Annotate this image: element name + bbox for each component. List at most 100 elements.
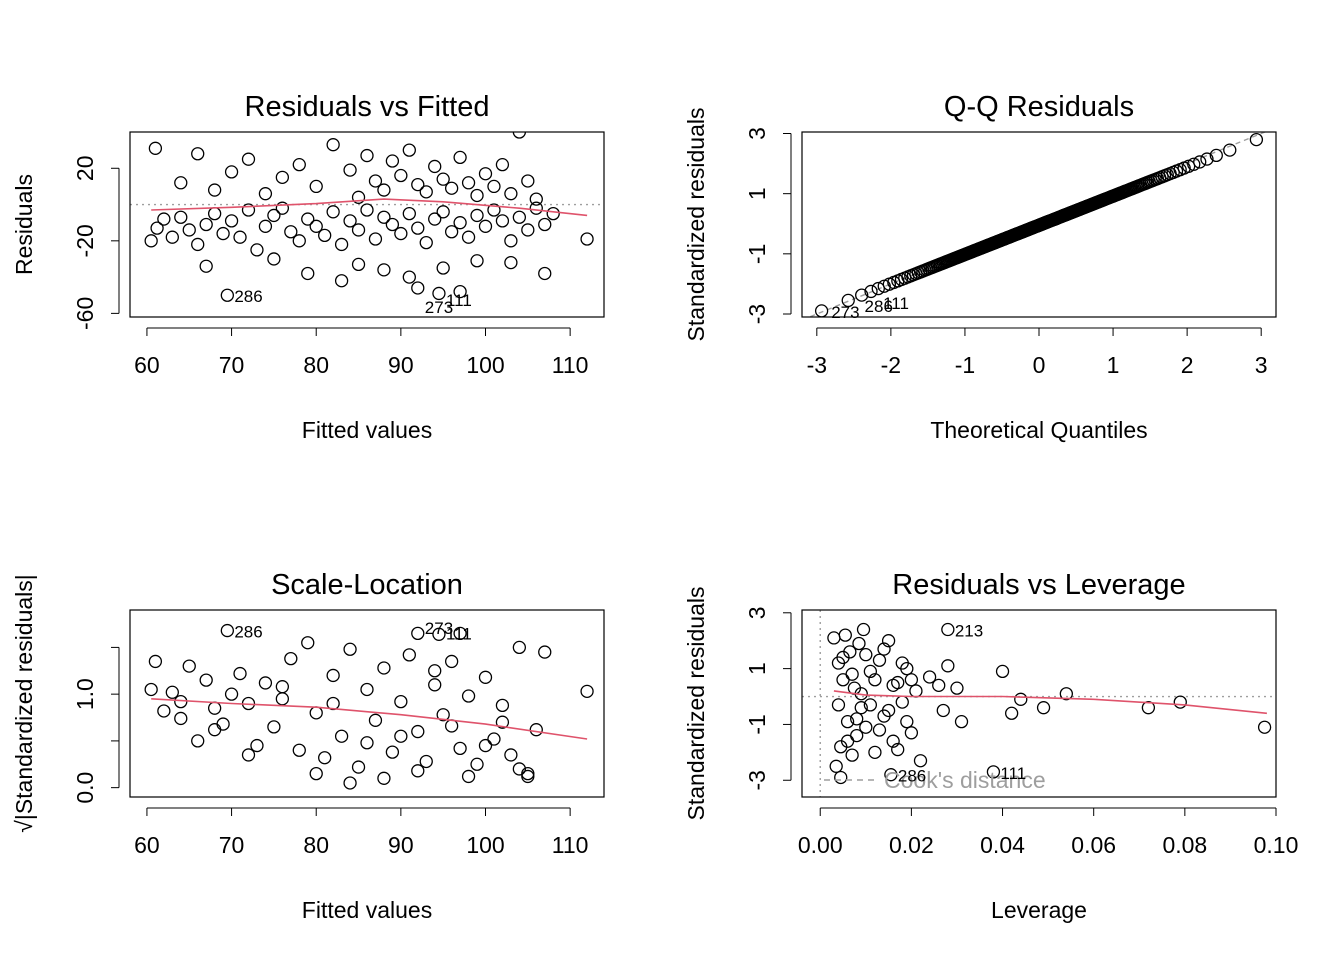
- data-point: [199, 673, 213, 687]
- data-point: [504, 748, 518, 762]
- panel-1: Residuals vs Fitted Fitted values Residual…: [11, 91, 605, 443]
- data-point: [487, 203, 501, 217]
- x-tick-label: 1: [1107, 352, 1120, 378]
- y-tick-label: -1: [744, 244, 770, 264]
- data-point: [1059, 687, 1073, 701]
- data-point: [1173, 695, 1187, 709]
- x-tick-label: 110: [552, 352, 589, 378]
- data-point: [529, 201, 543, 215]
- panel-3: Scale-Location Fitted values √|Standardize…: [11, 569, 605, 923]
- data-point: [436, 708, 450, 722]
- data-point: [884, 768, 898, 782]
- data-point: [150, 221, 164, 235]
- data-point: [385, 154, 400, 168]
- x-tick-label: 80: [303, 352, 329, 378]
- data-point: [580, 684, 594, 698]
- x-axis-label: Theoretical Quantiles: [930, 417, 1147, 443]
- data-point: [1187, 157, 1201, 171]
- data-point: [529, 723, 543, 737]
- data-point: [309, 179, 323, 194]
- data-point: [326, 205, 340, 219]
- data-point: [220, 288, 234, 302]
- x-tick-label: 70: [219, 832, 245, 858]
- y-tick-label: 1: [744, 662, 770, 675]
- data-point: [461, 769, 476, 784]
- data-point: [207, 723, 222, 737]
- y-axis-label: Standardized residuals: [683, 587, 709, 821]
- data-point: [495, 715, 510, 729]
- data-point: [840, 714, 855, 729]
- point-label: 286: [234, 287, 262, 306]
- point-label: 273: [425, 298, 453, 317]
- data-point: [904, 726, 919, 740]
- data-point: [521, 769, 535, 784]
- plot-frame: [801, 609, 1277, 798]
- data-point: [470, 208, 484, 223]
- data-point: [428, 159, 442, 174]
- data-point: [868, 745, 882, 759]
- data-point: [1005, 706, 1019, 720]
- x-tick-label: 0.00: [798, 832, 843, 858]
- data-point: [292, 743, 306, 757]
- data-point: [470, 757, 484, 771]
- data-point: [258, 676, 273, 690]
- data-point: [950, 681, 964, 695]
- data-point: [394, 168, 408, 183]
- data-point: [895, 656, 909, 670]
- data-point: [368, 713, 383, 727]
- data-point: [877, 642, 891, 656]
- data-point: [470, 254, 484, 268]
- point-label: 273: [425, 619, 453, 638]
- data-point: [334, 237, 349, 252]
- smooth-line: [151, 698, 588, 740]
- data-point: [174, 694, 188, 709]
- data-point: [829, 759, 843, 773]
- data-point: [1014, 692, 1028, 706]
- data-point: [580, 232, 594, 246]
- data-point: [487, 732, 501, 746]
- data-point: [886, 678, 900, 693]
- point-label: 286: [865, 297, 893, 316]
- data-point: [224, 165, 239, 179]
- data-point: [538, 645, 552, 659]
- data-point: [334, 274, 349, 288]
- chart-title: Residuals vs Leverage: [892, 569, 1185, 601]
- data-point: [402, 206, 416, 221]
- data-point: [148, 141, 163, 155]
- data-point: [284, 225, 298, 239]
- x-tick-label: 110: [552, 832, 589, 858]
- data-point: [220, 623, 234, 638]
- data-point: [546, 206, 560, 221]
- data-point: [301, 212, 315, 226]
- data-point: [216, 226, 230, 241]
- data-point: [840, 734, 855, 748]
- x-tick-label: 70: [219, 352, 245, 378]
- data-point: [334, 729, 349, 743]
- panel-2: Q-Q Residuals Theoretical Quantiles Standa…: [683, 91, 1277, 443]
- data-point: [495, 698, 510, 713]
- data-point: [461, 230, 476, 244]
- data-point: [436, 205, 450, 219]
- data-point: [309, 766, 323, 781]
- data-point: [224, 687, 239, 701]
- point-label: 111: [1000, 764, 1026, 783]
- plot-area: [144, 623, 594, 790]
- x-tick-label: 100: [466, 832, 504, 858]
- x-axis-label: Leverage: [991, 897, 1087, 923]
- data-point: [385, 745, 400, 759]
- data-point: [191, 734, 205, 748]
- data-point: [495, 157, 510, 172]
- data-point: [1257, 720, 1272, 734]
- data-point: [444, 719, 459, 733]
- data-point: [182, 223, 196, 237]
- data-point: [478, 738, 493, 753]
- data-point: [326, 138, 340, 152]
- data-point: [895, 695, 909, 709]
- data-point: [419, 754, 433, 769]
- chart-title: Residuals vs Fitted: [245, 91, 490, 123]
- data-point: [292, 157, 306, 172]
- data-point: [909, 684, 923, 698]
- data-point: [157, 212, 171, 226]
- data-point: [165, 230, 179, 244]
